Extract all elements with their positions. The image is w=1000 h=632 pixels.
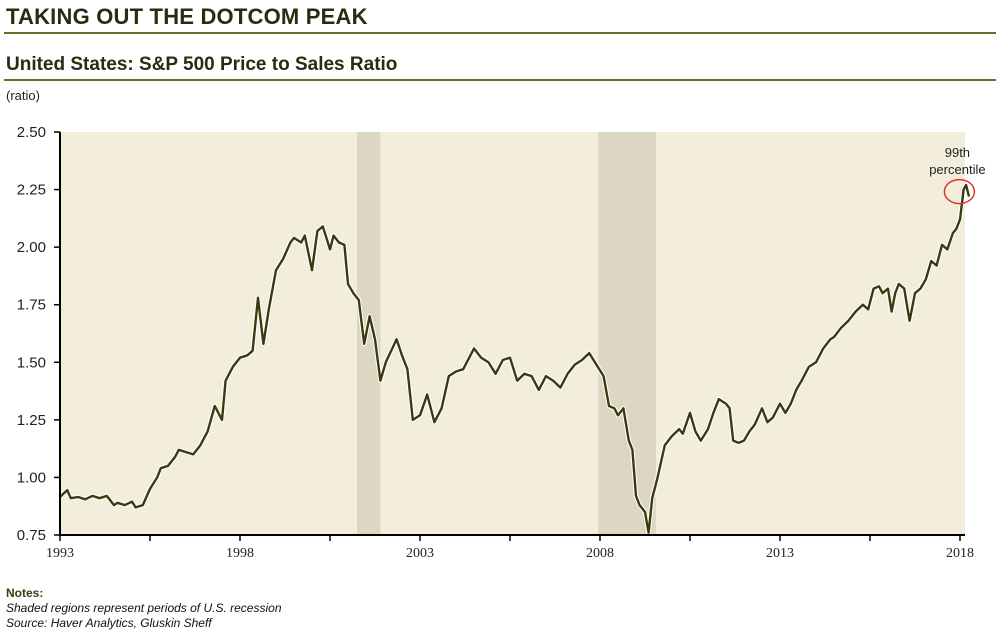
notes-heading: Notes:	[6, 586, 44, 600]
x-tick-label: 1993	[46, 546, 74, 561]
y-tick-label: 1.75	[17, 297, 46, 314]
recession-shading	[357, 132, 656, 535]
x-tick-label: 2003	[406, 546, 434, 561]
recession-band	[598, 132, 656, 535]
y-tick-label: 0.75	[17, 527, 46, 544]
tick-labels: 0.75 1.00 1.25 1.50 1.75 2.00 2.25 2.50 1993 1998…	[17, 124, 974, 561]
chart-title: United States: S&P 500 Price to Sales Ra…	[6, 54, 398, 75]
series-line	[59, 183, 971, 534]
y-tick-label: 1.25	[17, 412, 46, 429]
axes	[54, 131, 965, 541]
notes: Notes: Shaded regions represent periods …	[6, 586, 282, 631]
notes-recession: Shaded regions represent periods of U.S.…	[6, 601, 282, 615]
annotation-circle	[943, 178, 976, 205]
x-tick-label: 2013	[766, 546, 794, 561]
y-tick-label: 2.25	[17, 182, 46, 199]
chart-title-divider	[4, 79, 996, 81]
plot-background	[60, 132, 965, 535]
y-tick-label: 2.00	[17, 239, 46, 256]
y-tick-label: 2.50	[17, 124, 46, 141]
title-divider	[4, 32, 996, 34]
y-tick-label: 1.50	[17, 354, 46, 371]
x-tick-label: 2008	[586, 546, 614, 561]
x-tick-label: 2018	[946, 546, 974, 561]
page-title: TAKING OUT THE DOTCOM PEAK	[6, 4, 368, 29]
annotation-label-line2: percentile	[929, 162, 985, 177]
line-layer	[58, 182, 972, 535]
annotation: 99th percentile	[929, 145, 986, 205]
x-tick-label: 1998	[226, 546, 254, 561]
annotation-label-line1: 99th	[945, 145, 970, 160]
recession-band	[357, 132, 381, 535]
y-tick-label: 1.00	[17, 469, 46, 486]
notes-source: Source: Haver Analytics, Gluskin Sheff	[6, 616, 212, 630]
y-axis-unit-label: (ratio)	[6, 88, 40, 103]
